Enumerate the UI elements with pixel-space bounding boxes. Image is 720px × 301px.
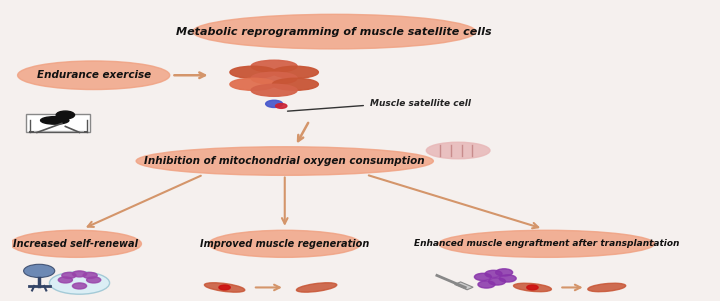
Text: Metabolic reprogramming of muscle satellite cells: Metabolic reprogramming of muscle satell…: [176, 26, 492, 37]
Ellipse shape: [230, 78, 276, 90]
Circle shape: [474, 273, 492, 281]
Ellipse shape: [251, 60, 297, 72]
Ellipse shape: [209, 230, 361, 257]
Text: Muscle satellite cell: Muscle satellite cell: [369, 99, 471, 108]
Ellipse shape: [40, 117, 69, 124]
Circle shape: [73, 283, 86, 289]
Ellipse shape: [251, 84, 297, 96]
Circle shape: [527, 285, 538, 290]
Ellipse shape: [272, 78, 318, 90]
Ellipse shape: [204, 283, 245, 292]
Ellipse shape: [136, 147, 433, 175]
Ellipse shape: [438, 230, 654, 257]
Circle shape: [73, 271, 86, 277]
Circle shape: [266, 100, 283, 107]
Circle shape: [86, 277, 101, 283]
Text: Improved muscle regeneration: Improved muscle regeneration: [200, 239, 369, 249]
Ellipse shape: [272, 66, 318, 78]
Ellipse shape: [251, 72, 297, 84]
Ellipse shape: [230, 66, 276, 78]
Ellipse shape: [588, 283, 626, 292]
Circle shape: [485, 270, 502, 278]
Ellipse shape: [297, 283, 337, 292]
Circle shape: [478, 281, 495, 288]
Circle shape: [56, 111, 75, 119]
Bar: [27, 114, 90, 132]
Ellipse shape: [11, 230, 141, 257]
Circle shape: [219, 285, 230, 290]
Bar: [454, 282, 473, 290]
Ellipse shape: [17, 61, 170, 90]
Text: Enhanced muscle engraftment after transplantation: Enhanced muscle engraftment after transp…: [414, 239, 679, 248]
Circle shape: [83, 272, 97, 278]
Text: Inhibition of mitochondrial oxygen consumption: Inhibition of mitochondrial oxygen consu…: [145, 156, 425, 166]
Ellipse shape: [50, 272, 109, 294]
Text: Endurance exercise: Endurance exercise: [37, 70, 150, 80]
Ellipse shape: [513, 283, 552, 292]
Ellipse shape: [426, 142, 490, 159]
Circle shape: [62, 272, 76, 278]
Circle shape: [24, 264, 55, 278]
Circle shape: [495, 269, 513, 276]
Circle shape: [58, 277, 73, 283]
Text: Increased self-renewal: Increased self-renewal: [14, 239, 138, 249]
Circle shape: [499, 275, 516, 282]
Circle shape: [276, 104, 287, 108]
Ellipse shape: [193, 14, 476, 49]
Circle shape: [489, 278, 505, 285]
